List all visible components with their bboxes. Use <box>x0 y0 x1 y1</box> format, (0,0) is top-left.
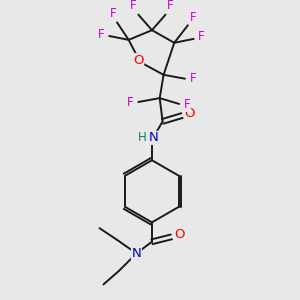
Text: F: F <box>130 0 137 12</box>
Text: F: F <box>98 28 105 40</box>
Text: F: F <box>167 0 174 12</box>
Text: F: F <box>127 97 134 110</box>
Text: N: N <box>131 247 141 260</box>
Text: F: F <box>110 7 116 20</box>
Text: O: O <box>133 54 144 67</box>
Text: F: F <box>198 31 205 44</box>
Text: F: F <box>189 72 196 85</box>
Text: O: O <box>184 107 195 120</box>
Text: H: H <box>138 131 147 144</box>
Text: O: O <box>174 229 184 242</box>
Text: N: N <box>149 131 159 144</box>
Text: F: F <box>190 11 197 24</box>
Text: F: F <box>184 98 190 111</box>
